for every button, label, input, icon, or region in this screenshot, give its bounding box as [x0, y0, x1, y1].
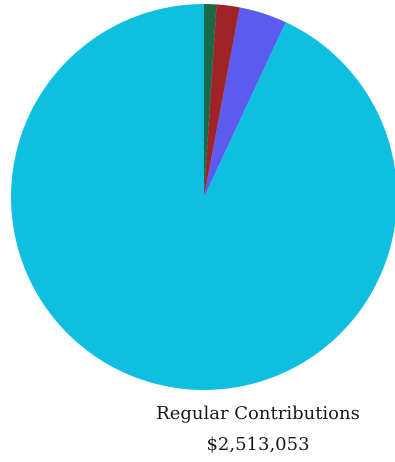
pie-labels: Regular Contributions $2,513,053: [156, 403, 360, 455]
pie-slice-3: [204, 4, 217, 197]
slice-value-regular-contributions: $2,513,053: [206, 434, 309, 455]
pie-slice-0: [11, 4, 395, 390]
slice-label-regular-contributions: Regular Contributions: [156, 403, 360, 424]
pie-slices: [11, 4, 395, 390]
pie-slice-1: [204, 7, 286, 197]
pie-slice-2: [204, 4, 240, 197]
